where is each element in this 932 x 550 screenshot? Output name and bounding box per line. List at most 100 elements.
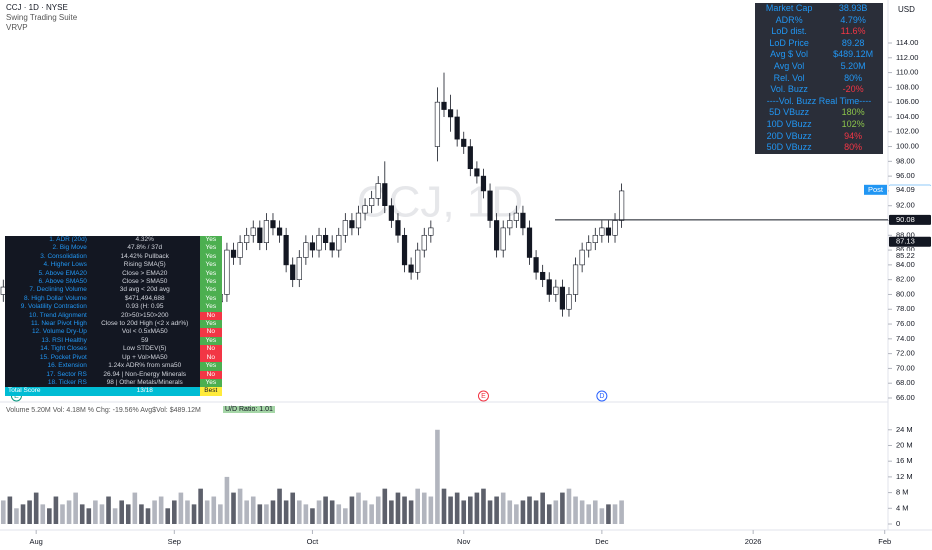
y-tick-label: 86.00 [896, 245, 915, 254]
volume-bar [211, 496, 217, 524]
stats-table: Market Cap 38.93B ADR% 4.79% LoD dist. 11.6% L… [755, 3, 883, 154]
check-row: 15. Pocket Pivot Up + Vol>MA50 No [5, 353, 222, 363]
indicator[interactable]: Swing Trading Suite [6, 13, 78, 22]
y-tick-label: 92.00 [896, 201, 915, 210]
check-row: 1. ADR (20d) 4.32% Yes [5, 236, 222, 245]
volume-bar [592, 500, 598, 524]
candle-body [263, 220, 270, 243]
volume-bar [382, 488, 388, 524]
candle-body [322, 234, 329, 243]
volume-bar [158, 496, 164, 524]
y-tick-label: 12 M [896, 472, 913, 481]
volume-bar [257, 504, 263, 524]
check-status: No [199, 353, 222, 363]
candle-body [599, 227, 605, 236]
check-row: 3. Consolidation 14.42% Pullback Yes [5, 252, 222, 262]
y-tick-label: 80.00 [896, 289, 915, 298]
volume-bar [369, 504, 374, 524]
stats-row: Rel. Vol 80% [755, 73, 883, 85]
volume-bar [599, 508, 605, 524]
candle-body [415, 249, 421, 273]
candle-body [454, 116, 460, 140]
candle-body [546, 279, 552, 295]
stat-label: Avg Vol [773, 60, 805, 71]
volume-bar [560, 492, 565, 524]
price-label: 90.08 [896, 215, 915, 224]
volume-bar [53, 496, 59, 524]
stat-label: 10D VBuzz [766, 118, 812, 129]
x-tick-label: Aug [29, 537, 42, 546]
volume-bar [73, 492, 78, 524]
check-value: Vol < 0.5xMA50 [121, 328, 168, 336]
candle-body [540, 271, 546, 280]
stat-value: 102% [841, 118, 865, 129]
stats-row: 10D VBuzz 102% [755, 119, 883, 131]
volume-bar [579, 500, 585, 524]
symbol[interactable]: CCJ · 1D · NYSE [6, 3, 68, 12]
check-status: Yes [199, 261, 222, 270]
volume-bar [428, 496, 434, 524]
check-row: 4. Higher Lows Rising SMA(5) Yes [5, 261, 222, 270]
profile[interactable]: VRVP [6, 23, 28, 32]
stat-value: 5.20M [840, 60, 866, 71]
volume-bar [349, 496, 355, 524]
volume-bar [448, 496, 453, 524]
y-tick-label: 106.00 [896, 97, 919, 106]
event-badge [596, 390, 608, 402]
volume-bar [336, 504, 342, 524]
volume-bar [191, 504, 197, 524]
y-tick-label: 110.00 [896, 68, 918, 77]
candle-body [447, 109, 454, 118]
volume-bar [231, 492, 236, 524]
stats-row: 20D VBuzz 94% [755, 131, 883, 143]
candle-body [244, 234, 250, 243]
candle-body [474, 168, 480, 177]
candle-body [507, 220, 513, 229]
volume-bar [323, 496, 328, 524]
check-name: 13. RSI Healthy [41, 336, 87, 344]
volume-bar [343, 508, 348, 524]
currency[interactable]: USD [898, 5, 915, 14]
check-name: 16. Extension [47, 362, 87, 370]
price-label: 85.22 [896, 251, 915, 260]
stats-row: LoD dist. 11.6% [755, 26, 883, 38]
y-tick-label: 76.00 [896, 319, 915, 328]
volume-bar [152, 500, 157, 524]
candle-body [257, 227, 263, 243]
volume-bar [474, 492, 480, 524]
stat-value: 11.6% [840, 26, 866, 37]
candle-body [461, 138, 467, 147]
total-value: 13/18 [136, 387, 153, 395]
candle-body [579, 249, 585, 266]
check-value: Low STDEV(5) [123, 345, 167, 353]
volume-bar [487, 500, 493, 524]
x-tick-label: Oct [307, 537, 320, 546]
check-row: 14. Tight Closes Low STDEV(5) No [5, 345, 222, 354]
stat-label: Avg $ Vol [770, 49, 809, 60]
volume-bar [421, 492, 427, 524]
volume-bar [389, 500, 394, 524]
stat-value: 94% [844, 130, 863, 141]
check-name: 18. Ticker RS [47, 378, 87, 386]
ud-ratio: U/D Ratio: 1.01 [223, 406, 275, 413]
check-status: No [199, 328, 222, 337]
stats-row: ADR% 4.79% [755, 15, 883, 27]
check-name: 3. Consolidation [40, 252, 87, 260]
volume-bar [527, 496, 532, 524]
check-total: Total Score 13/18 Best [5, 387, 222, 396]
candle-body [401, 234, 408, 266]
x-tick-label: Sep [168, 537, 181, 546]
candle-body [303, 242, 309, 258]
total-status: Best [199, 387, 222, 396]
volume-bar [283, 500, 289, 524]
stat-label: 5D VBuzz [769, 107, 810, 118]
check-value: 1.24x ADR% from sma50 [108, 362, 182, 370]
volume-bar [20, 504, 26, 524]
check-status: Yes [199, 294, 222, 304]
check-status: Yes [199, 244, 222, 253]
volume-bar [310, 508, 315, 524]
check-status: Yes [199, 269, 222, 279]
candle-body [369, 198, 375, 207]
candle-body [572, 264, 579, 295]
